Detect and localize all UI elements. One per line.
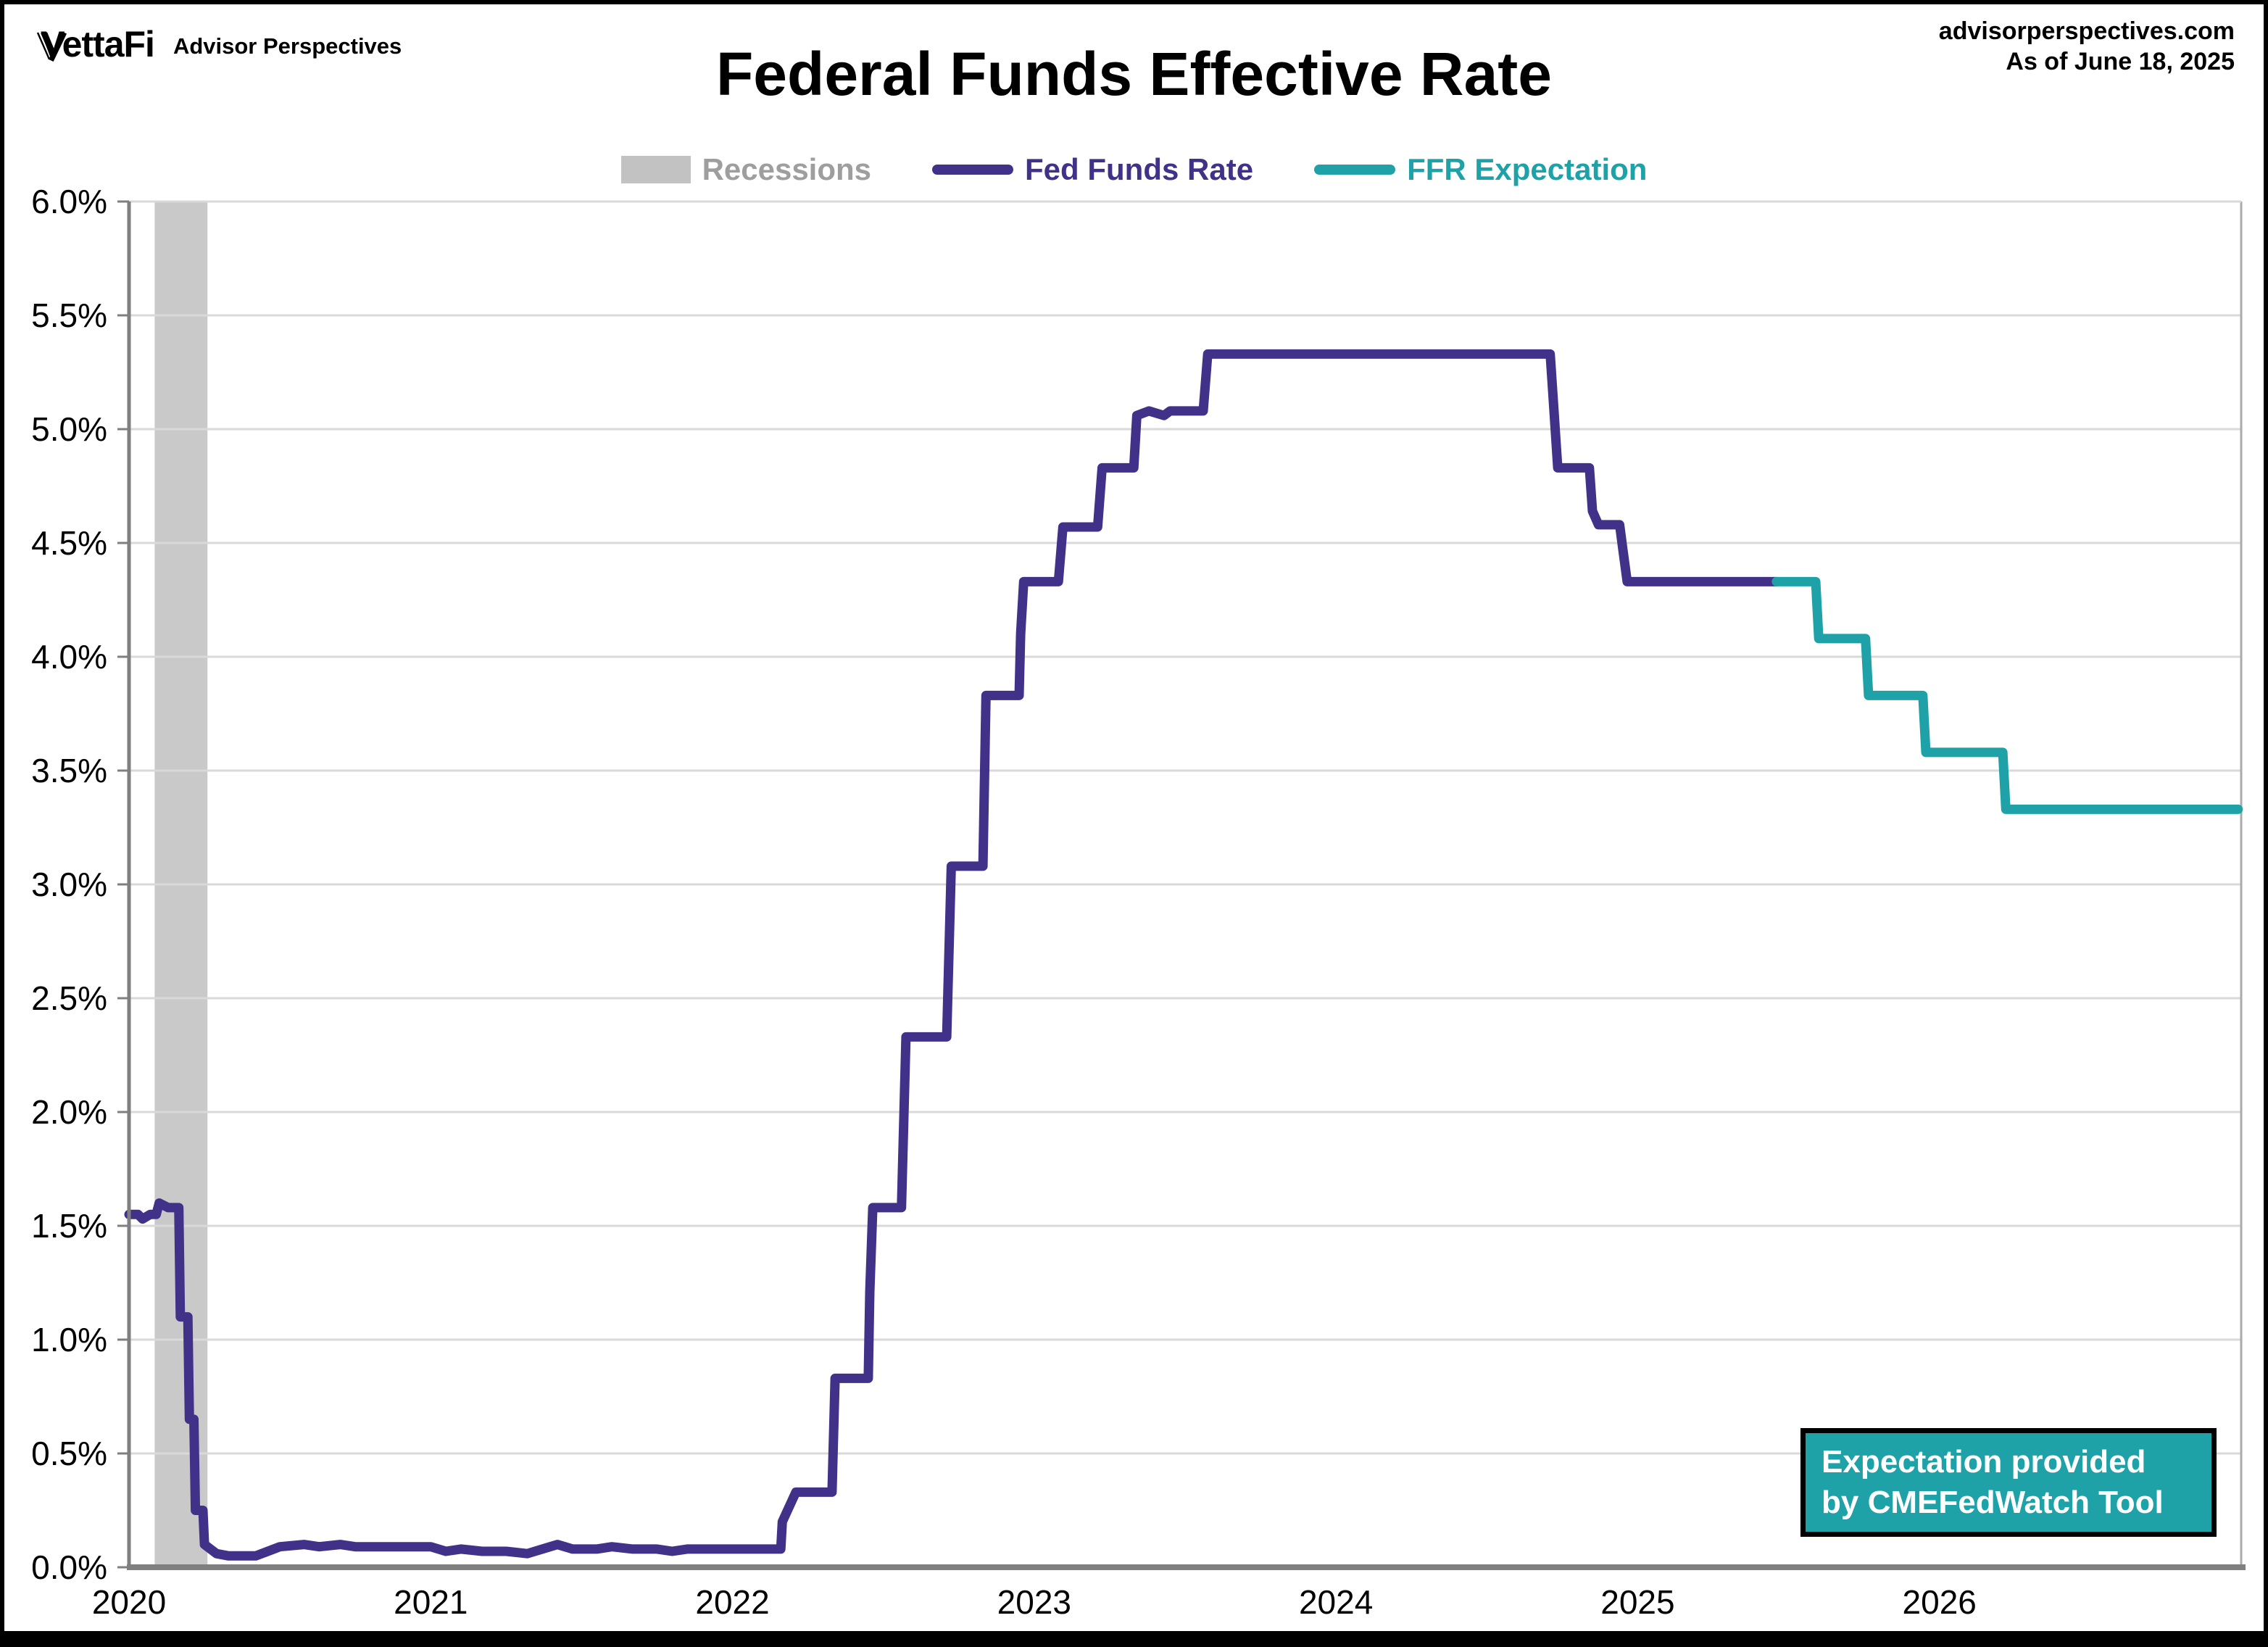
legend-label-ffr-expectation: FFR Expectation (1407, 152, 1648, 186)
recession-swatch-icon (620, 156, 691, 183)
legend-label-recessions: Recessions (702, 152, 872, 186)
x-tick-label: 2023 (997, 1583, 1071, 1621)
fed-funds-line-icon (932, 165, 1014, 175)
legend-item-ffr-expectation: FFR Expectation (1314, 152, 1647, 187)
source-block: advisorperspectives.com As of June 18, 2… (1939, 16, 2235, 77)
cme-annotation-line1: Expectation provided (1822, 1444, 2146, 1480)
x-tick-label: 2025 (1600, 1583, 1674, 1621)
as-of-date: As of June 18, 2025 (2006, 48, 2235, 75)
y-tick-label: 6.0% (31, 183, 107, 220)
logo-subtitle: Advisor Perspectives (173, 33, 402, 59)
logo-wordmark: VettaFi (41, 24, 155, 65)
x-tick-label: 2024 (1299, 1583, 1373, 1621)
vettafi-logo: VettaFi Advisor Perspectives (35, 23, 402, 65)
y-tick-label: 4.5% (31, 524, 107, 562)
series-fed-funds-rate (124, 349, 1782, 1561)
cme-fedwatch-annotation: Expectation provided by CMEFedWatch Tool (1800, 1428, 2217, 1537)
y-tick-label: 3.5% (31, 752, 107, 789)
vettafi-v-icon (36, 31, 67, 62)
legend-item-fed-funds: Fed Funds Rate (932, 152, 1253, 187)
y-tick-label: 2.5% (31, 979, 107, 1017)
x-tick-label: 2026 (1903, 1583, 1977, 1621)
chart-canvas: 6.0% 5.5% 5.0% 4.5% 4.0% 3.5% 3.0% 2.5% 2.0% 1.5%… (31, 183, 2246, 1621)
bottom-border-bar (4, 1631, 2264, 1647)
legend-label-fed-funds: Fed Funds Rate (1025, 152, 1254, 186)
source-url: advisorperspectives.com (1938, 17, 2235, 45)
legend-item-recessions: Recessions (620, 152, 872, 187)
y-tick-label: 5.5% (31, 296, 107, 334)
y-tick-label: 1.0% (31, 1321, 107, 1358)
y-tick-label: 0.5% (31, 1435, 107, 1472)
x-tick-label: 2020 (92, 1583, 166, 1621)
vettafi-logo-text: VettaFi (35, 23, 155, 65)
legend: Recessions Fed Funds Rate FFR Expectatio… (4, 152, 2264, 187)
y-tick-label: 1.5% (31, 1207, 107, 1245)
y-tick-label: 3.0% (31, 866, 107, 903)
y-tick-label: 5.0% (31, 410, 107, 448)
page-title: Federal Funds Effective Rate (716, 40, 1552, 108)
cme-annotation-line2: by CMEFedWatch Tool (1822, 1485, 2164, 1520)
y-tick-label: 4.0% (31, 638, 107, 676)
x-tick-label: 2022 (695, 1583, 769, 1621)
ffr-expectation-line-icon (1314, 165, 1396, 175)
x-tick-label: 2021 (394, 1583, 468, 1621)
series-ffr-expectation (1771, 576, 2243, 814)
y-tick-label: 2.0% (31, 1093, 107, 1131)
y-tick-label: 0.0% (31, 1548, 107, 1586)
